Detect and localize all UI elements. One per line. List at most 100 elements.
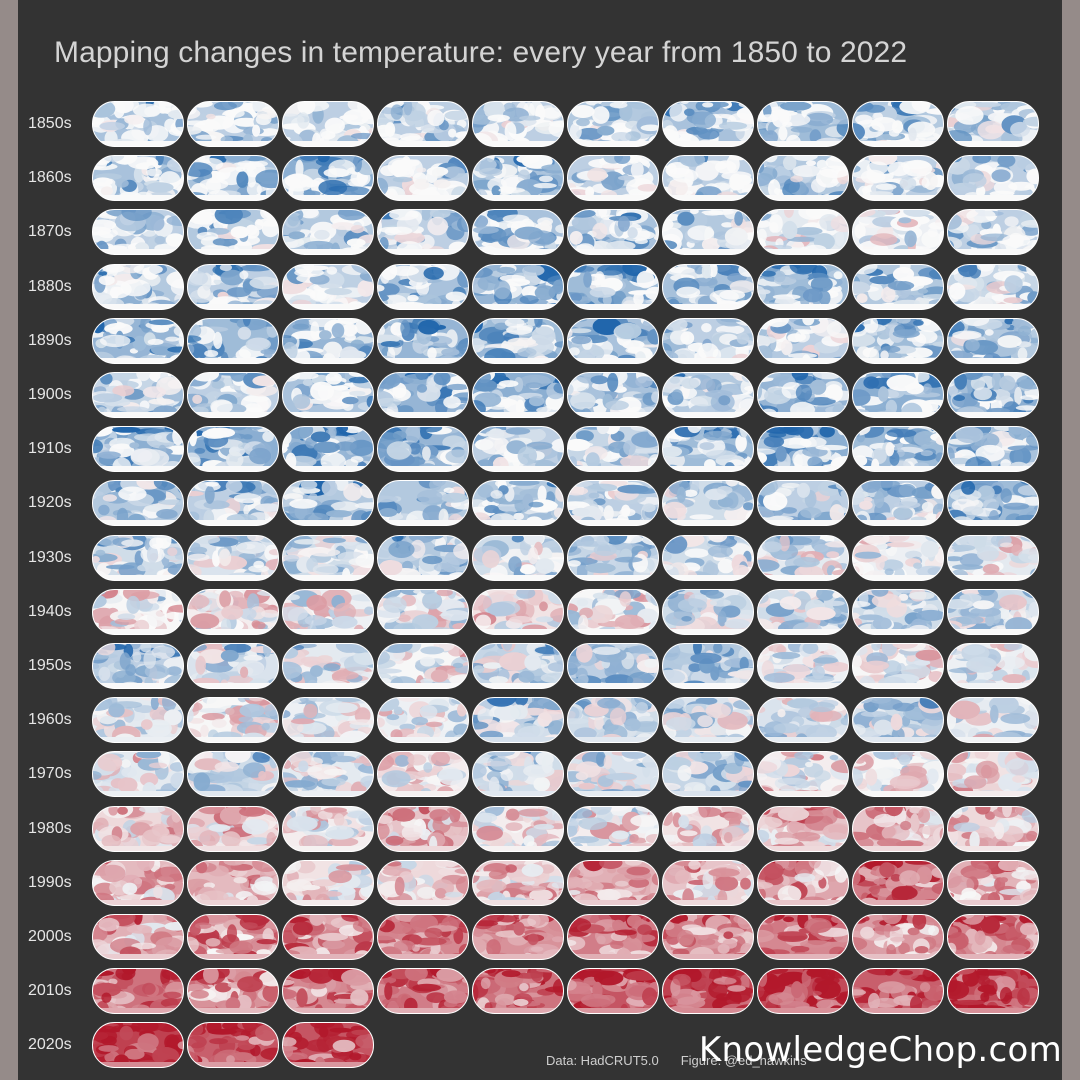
- temperature-map: [757, 588, 849, 635]
- temperature-map: [757, 480, 849, 527]
- temperature-map: [377, 643, 469, 689]
- year-map-1921: [187, 480, 279, 527]
- year-map-1881: [187, 263, 279, 310]
- year-map-1958: [852, 643, 944, 689]
- temperature-map: [852, 751, 944, 798]
- year-map-1851: [187, 101, 279, 147]
- temperature-map: [947, 588, 1039, 635]
- year-map-1930: [92, 534, 184, 581]
- temperature-map: [472, 426, 564, 473]
- year-map-1979: [947, 751, 1039, 798]
- year-map-1856: [662, 101, 754, 147]
- temperature-map: [567, 914, 659, 960]
- temperature-map: [377, 534, 469, 581]
- temperature-map: [567, 209, 659, 256]
- temperature-map: [947, 155, 1039, 202]
- temperature-map: [852, 209, 944, 256]
- temperature-map: [92, 697, 184, 744]
- temperature-map: [947, 372, 1039, 418]
- temperature-map: [852, 534, 944, 581]
- temperature-map: [757, 209, 849, 256]
- year-map-1938: [852, 534, 944, 581]
- year-map-1918: [852, 426, 944, 473]
- temperature-map: [947, 480, 1039, 527]
- year-map-1917: [757, 426, 849, 473]
- year-map-1965: [567, 697, 659, 744]
- temperature-map: [852, 805, 944, 852]
- year-map-1941: [187, 588, 279, 635]
- temperature-map: [567, 426, 659, 473]
- temperature-map: [947, 426, 1039, 473]
- temperature-map: [377, 155, 469, 202]
- year-map-1860: [92, 155, 184, 202]
- temperature-map: [472, 209, 564, 256]
- year-map-1952: [282, 643, 374, 689]
- temperature-map: [282, 209, 374, 256]
- year-map-1957: [757, 643, 849, 689]
- decade-label: 1850s: [28, 115, 72, 132]
- year-map-1940: [92, 588, 184, 635]
- temperature-map: [472, 263, 564, 310]
- year-map-1951: [187, 643, 279, 689]
- year-map-2005: [567, 914, 659, 960]
- temperature-map: [757, 643, 849, 689]
- year-map-1937: [757, 534, 849, 581]
- year-map-1884: [472, 263, 564, 310]
- year-map-1997: [757, 859, 849, 906]
- temperature-map: [92, 968, 184, 1015]
- year-map-1961: [187, 697, 279, 744]
- year-map-1960: [92, 697, 184, 744]
- year-map-1914: [472, 426, 564, 473]
- temperature-map: [852, 968, 944, 1015]
- year-map-2017: [757, 968, 849, 1015]
- temperature-map: [567, 805, 659, 852]
- temperature-map: [187, 534, 279, 581]
- temperature-map: [472, 859, 564, 906]
- year-map-1993: [377, 859, 469, 906]
- year-map-2002: [282, 914, 374, 960]
- year-map-1989: [947, 805, 1039, 852]
- year-map-1878: [852, 209, 944, 256]
- temperature-map: [187, 372, 279, 418]
- year-map-1935: [567, 534, 659, 581]
- temperature-map: [757, 859, 849, 906]
- temperature-map: [567, 751, 659, 798]
- temperature-map: [757, 914, 849, 960]
- year-map-1901: [187, 372, 279, 418]
- year-map-1995: [567, 859, 659, 906]
- temperature-map: [187, 859, 279, 906]
- year-map-1939: [947, 534, 1039, 581]
- year-map-1866: [662, 155, 754, 202]
- decade-label: 1950s: [28, 657, 72, 674]
- year-map-1874: [472, 209, 564, 256]
- temperature-map: [377, 209, 469, 256]
- temperature-map: [472, 372, 564, 418]
- temperature-map: [472, 588, 564, 635]
- temperature-map: [92, 859, 184, 906]
- temperature-map: [662, 480, 754, 527]
- temperature-map: [947, 697, 1039, 744]
- temperature-map: [92, 426, 184, 473]
- temperature-map: [377, 480, 469, 527]
- year-map-1931: [187, 534, 279, 581]
- year-map-1859: [947, 101, 1039, 147]
- year-map-1929: [947, 480, 1039, 527]
- temperature-map: [187, 751, 279, 798]
- temperature-map: [282, 968, 374, 1015]
- temperature-map: [757, 426, 849, 473]
- year-map-2001: [187, 914, 279, 960]
- year-map-1886: [662, 263, 754, 310]
- year-map-1990: [92, 859, 184, 906]
- decade-label: 1870s: [28, 223, 72, 241]
- year-map-1924: [472, 480, 564, 527]
- temperature-map: [92, 1022, 184, 1069]
- year-map-1928: [852, 480, 944, 527]
- temperature-map: [92, 643, 184, 689]
- temperature-map: [282, 643, 374, 689]
- temperature-map: [662, 209, 754, 256]
- temperature-map: [662, 263, 754, 310]
- temperature-map: [92, 317, 184, 364]
- year-map-1895: [567, 317, 659, 364]
- temperature-map: [947, 101, 1039, 147]
- year-map-1954: [472, 643, 564, 689]
